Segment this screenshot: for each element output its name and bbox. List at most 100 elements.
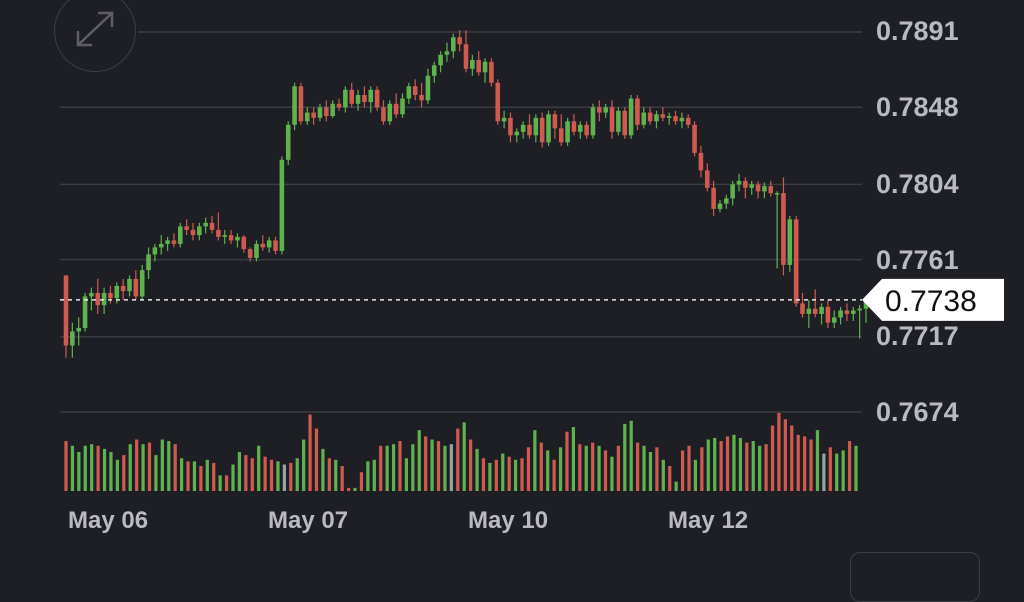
candle-body: [152, 247, 158, 255]
volume-bar: [359, 472, 364, 491]
volume-bar: [584, 445, 588, 491]
volume-bar: [732, 434, 736, 491]
volume-bar: [526, 447, 531, 491]
volume-bar: [154, 455, 158, 491]
candle-body: [470, 60, 475, 69]
candle-body: [844, 310, 850, 314]
volume-bar: [494, 459, 498, 491]
volume-bars: [64, 413, 858, 491]
candle-body: [603, 107, 608, 113]
y-tick-label: 0.7761: [876, 245, 959, 275]
volume-bar: [263, 456, 267, 491]
current-price-label: 0.7738: [885, 285, 977, 318]
y-tick-label: 0.7848: [876, 92, 959, 122]
candlestick-chart: 0.7891 0.7848 0.7804 0.7761 0.7717 0.767…: [60, 16, 1004, 534]
volume-bar: [706, 439, 710, 491]
candle-body: [787, 219, 793, 265]
volume-bar: [276, 461, 280, 491]
candle-body: [654, 114, 659, 122]
volume-bar: [469, 439, 473, 491]
volume-bar: [546, 450, 550, 491]
candle-body: [635, 98, 640, 125]
candle-body: [641, 112, 647, 125]
candle-body: [139, 270, 145, 297]
candle-body: [520, 124, 526, 132]
y-tick-label: 0.7717: [876, 321, 959, 351]
volume-bar: [565, 431, 569, 491]
candle-body: [565, 121, 570, 143]
x-tick-label: May 12: [668, 507, 748, 534]
candle-body: [120, 285, 126, 292]
volume-bar: [83, 445, 87, 491]
volume-bar: [212, 462, 216, 491]
candle-body: [812, 308, 818, 314]
volume-bar: [809, 439, 813, 491]
candle-body: [114, 285, 120, 299]
candle-body: [451, 37, 456, 52]
candle-body: [457, 37, 462, 45]
volume-bar: [713, 437, 717, 491]
candle-body: [685, 117, 691, 125]
volume-bar: [507, 456, 511, 491]
candle-body: [539, 117, 545, 143]
candle-body: [800, 303, 805, 314]
volume-bar: [205, 459, 209, 491]
candle-body: [819, 306, 824, 314]
candle-body: [444, 51, 450, 55]
volume-bar: [269, 459, 274, 491]
volume-bar: [135, 439, 139, 491]
volume-bar: [430, 439, 434, 491]
volume-bar: [443, 445, 447, 491]
volume-bar: [180, 458, 184, 491]
volume-bar: [160, 439, 164, 491]
volume-bar: [244, 455, 248, 491]
volume-bar: [314, 428, 319, 491]
x-axis: May 06 May 07 May 10 May 12: [68, 507, 748, 534]
volume-bar: [302, 439, 306, 491]
candle-body: [95, 292, 101, 306]
candle-body: [514, 131, 520, 136]
volume-bar: [790, 425, 794, 491]
volume-bar: [424, 436, 428, 491]
volume-bar: [796, 434, 800, 491]
candle-body: [647, 112, 653, 122]
volume-bar: [167, 441, 171, 491]
candle-body: [165, 240, 170, 244]
volume-bar: [623, 423, 627, 491]
bottom-right-button[interactable]: [850, 552, 980, 602]
volume-bar: [770, 425, 775, 491]
candle-body: [857, 308, 862, 311]
candle-body: [838, 310, 843, 318]
candle-body: [546, 114, 551, 143]
candle-body: [679, 117, 685, 122]
candle-body: [222, 235, 228, 237]
volume-bar: [668, 466, 672, 491]
volume-bar: [186, 461, 190, 491]
volume-bar: [346, 487, 351, 491]
candle-body: [260, 243, 266, 248]
volume-bar: [661, 459, 665, 491]
x-tick-label: May 07: [268, 507, 348, 534]
volume-bar: [571, 427, 576, 491]
candles: [63, 30, 869, 358]
volume-bar: [847, 441, 852, 491]
candle-body: [431, 65, 437, 76]
volume-bar: [128, 444, 132, 491]
candle-body: [190, 229, 196, 236]
volume-bar: [379, 445, 383, 491]
candle-body: [704, 170, 710, 188]
volume-bar: [558, 447, 563, 491]
volume-bar: [616, 445, 620, 491]
candle-body: [533, 117, 539, 136]
volume-bar: [738, 437, 742, 491]
candle-body: [349, 89, 354, 104]
expand-button[interactable]: [54, 0, 136, 72]
candle-body: [673, 116, 678, 122]
candle-body: [266, 240, 272, 248]
candle-body: [324, 107, 329, 117]
volume-bar: [603, 450, 608, 491]
volume-bar: [687, 445, 691, 491]
candle-body: [616, 110, 621, 132]
candle-body: [762, 186, 767, 192]
volume-bar: [237, 452, 242, 491]
